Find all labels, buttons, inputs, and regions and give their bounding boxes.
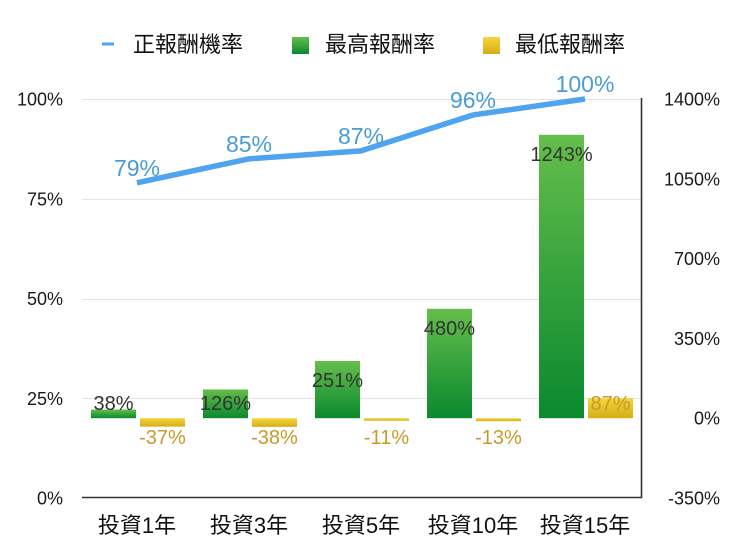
- legend-item: 最高報酬率: [292, 32, 435, 57]
- x-axis-category-label: 投資10年: [428, 513, 518, 538]
- probability-label: 100%: [556, 71, 615, 97]
- max-return-bar: [539, 134, 584, 419]
- left-axis-tick-label: 75%: [27, 189, 63, 209]
- right-axis-tick-label: 700%: [674, 249, 720, 269]
- x-axis-category-label: 投資5年: [322, 513, 400, 538]
- right-axis-tick-label: 350%: [674, 329, 720, 349]
- min-return-bar: [476, 418, 521, 422]
- probability-label: 96%: [450, 87, 496, 113]
- legend-label: 最高報酬率: [325, 32, 435, 57]
- min-return-bar: [364, 418, 409, 421]
- bar-data-labels: 38% 126% 251% 480% 1243% -37% -38% -11% -13% 87%: [93, 144, 630, 449]
- min-return-label: -38%: [251, 427, 298, 449]
- right-axis-tick-label: -350%: [668, 489, 720, 509]
- min-return-label: -37%: [139, 427, 186, 449]
- left-axis-tick-label: 0%: [37, 489, 63, 509]
- left-axis-tick-label: 50%: [27, 289, 63, 309]
- max-return-label: 1243%: [530, 144, 592, 166]
- legend-label: 最低報酬率: [515, 32, 625, 57]
- max-return-bar: [91, 409, 136, 419]
- bar-series: [91, 134, 633, 427]
- x-axis-category-label: 投資3年: [210, 513, 288, 538]
- right-y-axis: -350% 0% 350% 700% 1050% 1400%: [664, 90, 720, 509]
- max-return-bar: [315, 360, 360, 419]
- x-axis: 投資1年 投資3年 投資5年 投資10年 投資15年: [98, 513, 630, 538]
- max-return-label: 251%: [312, 370, 363, 392]
- positive-return-probability-line: [136, 96, 586, 186]
- right-axis-tick-label: 0%: [694, 409, 720, 429]
- right-axis-tick-label: 1050%: [664, 169, 720, 189]
- line-series: 79% 85% 87% 96% 100%: [114, 71, 615, 186]
- legend-label: 正報酬機率: [133, 32, 243, 57]
- probability-label: 87%: [338, 123, 384, 149]
- x-axis-category-label: 投資1年: [98, 513, 176, 538]
- max-return-label: 126%: [200, 393, 251, 415]
- left-y-axis: 0% 25% 50% 75% 100%: [17, 90, 63, 509]
- min-return-label: -11%: [364, 427, 409, 449]
- max-return-bar: [427, 308, 472, 419]
- legend-item: 正報酬機率: [102, 32, 243, 57]
- min-return-label: -13%: [475, 427, 522, 449]
- max-return-label: 480%: [424, 318, 475, 340]
- legend: 正報酬機率 最高報酬率 最低報酬率: [102, 32, 625, 57]
- legend-square-swatch-icon: [292, 37, 309, 54]
- legend-square-swatch-icon: [483, 37, 500, 54]
- min-return-bar: [252, 418, 297, 427]
- right-axis-tick-label: 1400%: [664, 90, 720, 110]
- min-return-label: 87%: [590, 393, 630, 415]
- left-axis-tick-label: 25%: [27, 389, 63, 409]
- max-return-label: 38%: [93, 393, 133, 415]
- max-return-bar: [203, 389, 248, 419]
- left-axis-tick-label: 100%: [17, 90, 63, 110]
- probability-label: 85%: [226, 131, 272, 157]
- legend-item: 最低報酬率: [483, 32, 625, 57]
- min-return-bar: [588, 398, 633, 419]
- min-return-bar: [140, 418, 185, 427]
- x-axis-category-label: 投資15年: [540, 513, 630, 538]
- gridlines: [82, 98, 643, 499]
- probability-label: 79%: [114, 155, 160, 181]
